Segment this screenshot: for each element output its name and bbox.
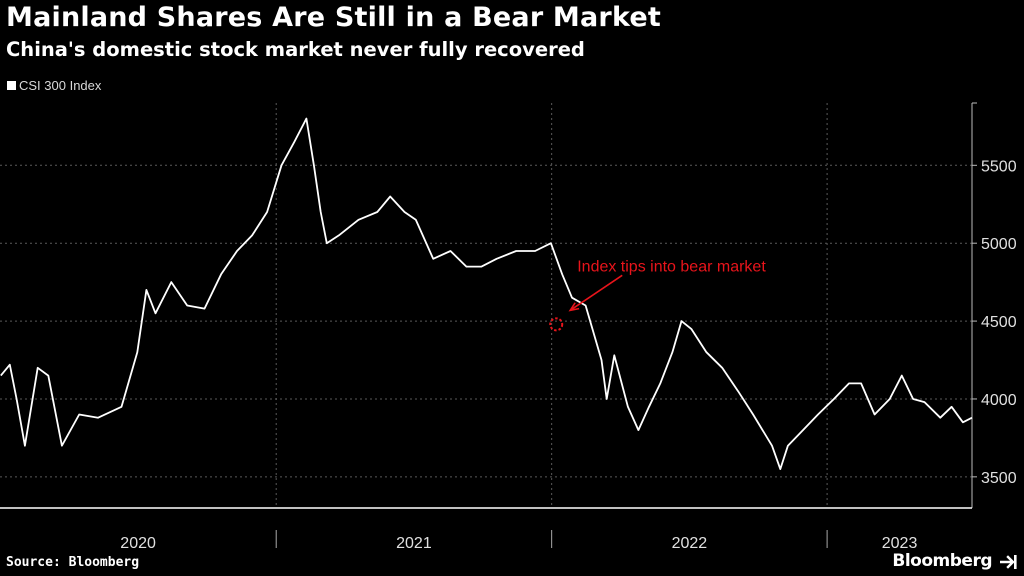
y-tick-label: 3500 [981, 470, 1017, 487]
chart-subtitle: China's domestic stock market never full… [6, 38, 585, 61]
y-tick-label: 5500 [981, 158, 1017, 175]
annotation-arrow [569, 274, 623, 312]
arrow-icon [1000, 555, 1017, 569]
x-tick-label: 2021 [396, 535, 432, 552]
annotation-arrowhead [568, 302, 580, 312]
legend-swatch [7, 81, 16, 90]
x-tick-label: 2020 [120, 535, 156, 552]
annotation-marker [549, 317, 564, 332]
x-tick-label: 2023 [882, 535, 918, 552]
brand-logo: Bloomberg [892, 551, 992, 571]
legend: CSI 300 Index [7, 78, 101, 93]
y-tick-label: 4000 [981, 392, 1017, 409]
legend-label: CSI 300 Index [19, 78, 102, 93]
x-tick-label: 2022 [672, 535, 708, 552]
annotation-text: Index tips into bear market [577, 258, 766, 275]
y-tick-label: 4500 [981, 314, 1017, 331]
series-line-csi-300 [0, 117, 973, 471]
y-tick-label: 5000 [981, 236, 1017, 253]
chart-title: Mainland Shares Are Still in a Bear Mark… [6, 2, 661, 33]
source-note: Source: Bloomberg [6, 555, 140, 570]
